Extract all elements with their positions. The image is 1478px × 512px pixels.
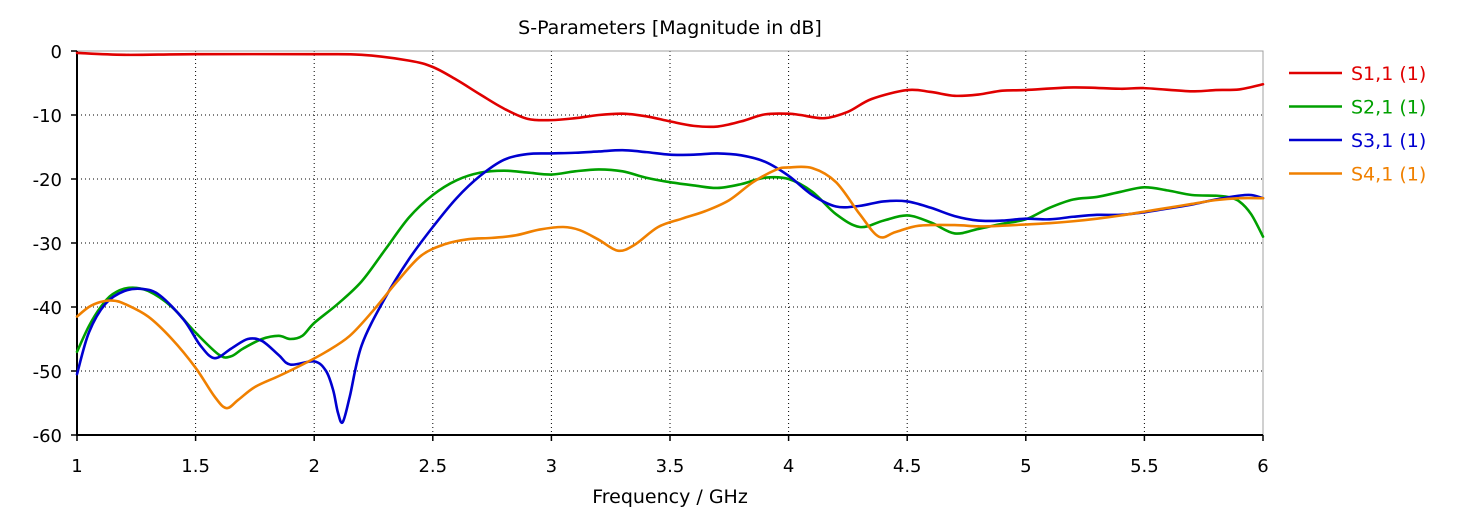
grid-layer xyxy=(77,50,1263,435)
y-tick-label: -30 xyxy=(33,234,62,255)
x-tick-label: 5.5 xyxy=(1130,456,1159,477)
chart-title: S-Parameters [Magnitude in dB] xyxy=(518,17,822,39)
x-tick-label: 4 xyxy=(783,456,794,477)
x-tick-label: 3.5 xyxy=(656,456,685,477)
legend-label: S1,1 (1) xyxy=(1351,63,1426,85)
x-tick-label: 4.5 xyxy=(893,456,922,477)
y-tick-label: 0 xyxy=(51,42,62,63)
series-line-s21 xyxy=(75,168,1265,359)
y-tick-labels: 0 -10 -20 -30 -40 -50 -60 xyxy=(33,42,77,447)
x-tick-label: 6 xyxy=(1257,456,1268,477)
x-tick-label: 3 xyxy=(546,456,557,477)
x-tick-label: 1.5 xyxy=(181,456,210,477)
series-line-s41 xyxy=(75,165,1265,410)
x-tick-label: 2.5 xyxy=(418,456,447,477)
x-tick-label: 2 xyxy=(308,456,319,477)
x-tick-label: 1 xyxy=(71,456,82,477)
series-layer xyxy=(75,51,1265,425)
y-tick-label: -50 xyxy=(33,362,62,383)
y-tick-label: -40 xyxy=(33,298,62,319)
legend: S1,1 (1) S2,1 (1) S3,1 (1) S4,1 (1) xyxy=(1289,63,1426,186)
y-tick-label: -20 xyxy=(33,170,62,191)
y-tick-label: -10 xyxy=(33,106,62,127)
series-line-s11 xyxy=(75,51,1265,129)
x-tick-label: 5 xyxy=(1020,456,1031,477)
series-line-s31 xyxy=(75,148,1265,425)
legend-label: S4,1 (1) xyxy=(1351,164,1426,186)
legend-label: S2,1 (1) xyxy=(1351,97,1426,119)
legend-label: S3,1 (1) xyxy=(1351,130,1426,152)
x-tick-labels: 1 1.5 2 2.5 3 3.5 4 4.5 5 5.5 6 xyxy=(71,435,1269,477)
x-axis-label: Frequency / GHz xyxy=(592,486,748,508)
y-tick-label: -60 xyxy=(33,426,62,447)
